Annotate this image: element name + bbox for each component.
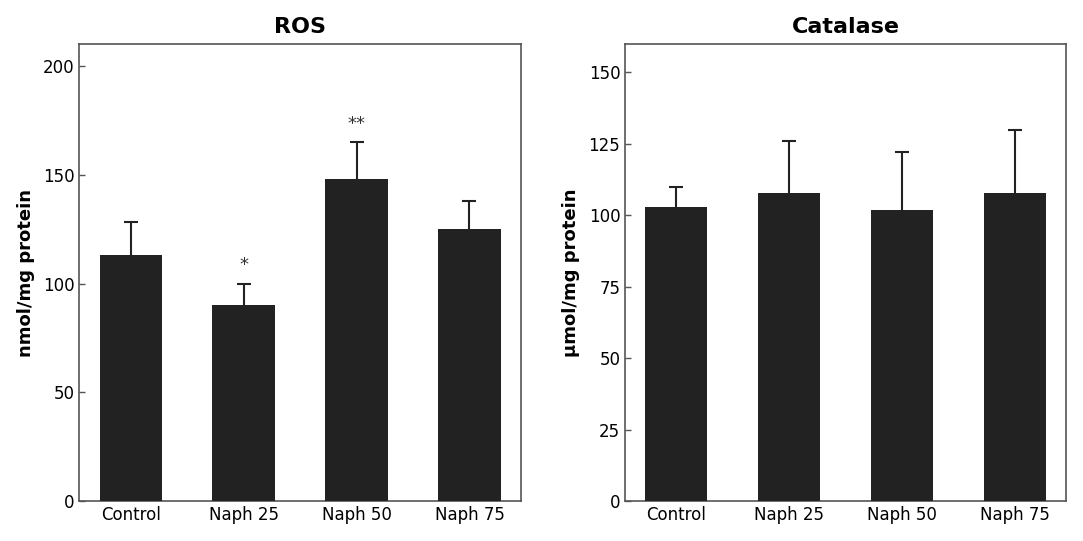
- Bar: [326, 179, 388, 502]
- Title: Catalase: Catalase: [792, 17, 900, 37]
- Bar: [871, 210, 934, 502]
- Text: *: *: [239, 256, 248, 274]
- Bar: [439, 229, 500, 502]
- Y-axis label: nmol/mg protein: nmol/mg protein: [16, 189, 35, 357]
- Bar: [212, 305, 275, 502]
- Bar: [100, 255, 161, 502]
- Title: ROS: ROS: [274, 17, 326, 37]
- Y-axis label: μmol/mg protein: μmol/mg protein: [562, 188, 580, 357]
- Bar: [645, 207, 707, 502]
- Bar: [984, 193, 1046, 502]
- Text: **: **: [348, 115, 366, 133]
- Bar: [758, 193, 820, 502]
